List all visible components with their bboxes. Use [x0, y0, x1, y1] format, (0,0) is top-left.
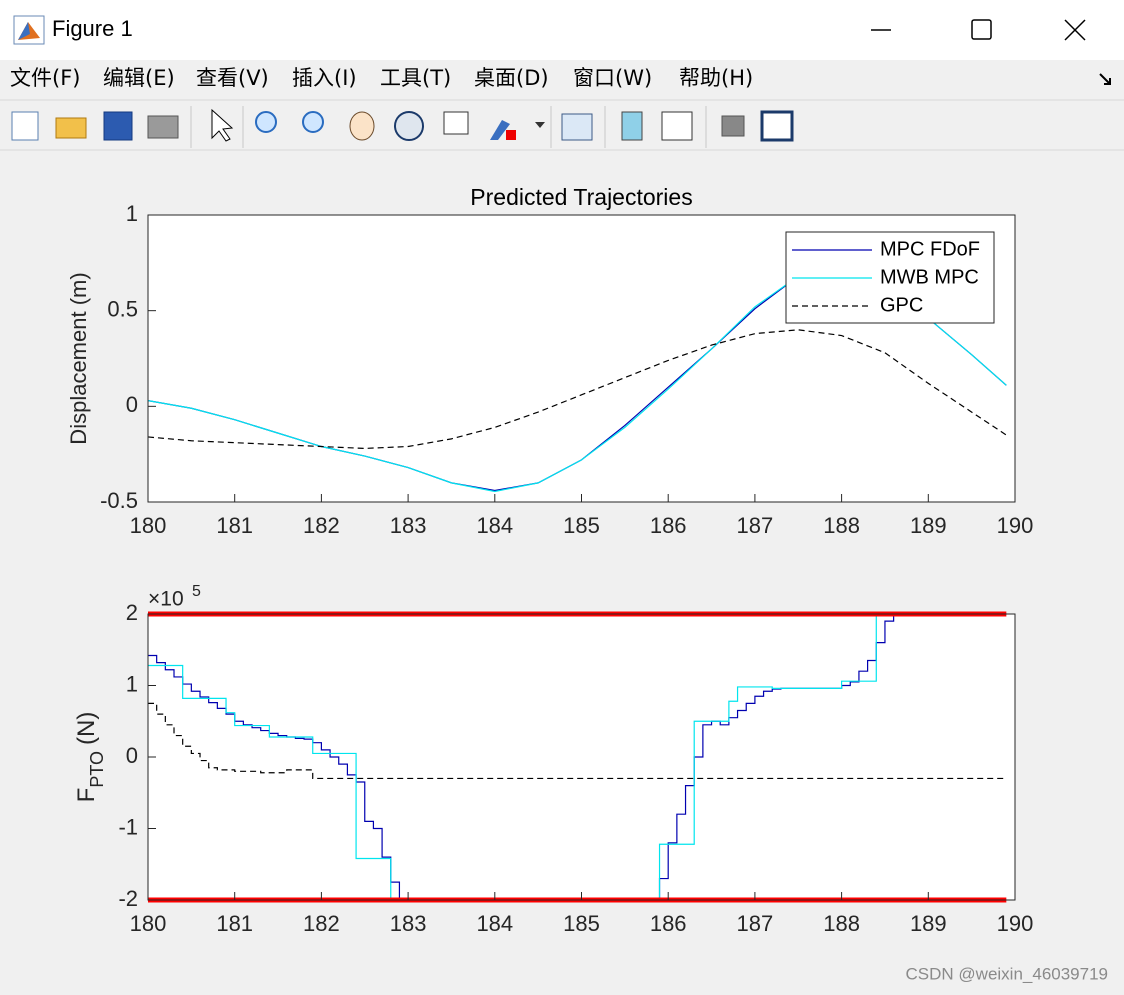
- menu-item[interactable]: 桌面(D): [474, 66, 549, 90]
- tool-show[interactable]: [760, 110, 794, 142]
- tool-colorbar[interactable]: [621, 111, 643, 141]
- legend-label: MWB MPC: [880, 266, 979, 288]
- window-title: Figure 1: [52, 16, 133, 41]
- x-tick-label: 181: [216, 911, 253, 936]
- tool-zoom-out[interactable]: [302, 111, 324, 133]
- menu-bar: 文件(F) 编辑(E) 查看(V) 插入(I) 工具(T) 桌面(D) 窗口(W) 帮助(H): [10, 66, 753, 90]
- legend-label: MPC FDoF: [880, 238, 980, 260]
- x-tick-label: 182: [303, 911, 340, 936]
- y-axis-label: Displacement (m): [66, 272, 91, 444]
- y-tick-label: 0.5: [107, 296, 138, 321]
- x-tick-label: 186: [650, 513, 687, 538]
- y-tick-label: 0: [126, 743, 138, 768]
- y-axis-label-part: F: [73, 788, 100, 803]
- menu-item[interactable]: 查看(V): [196, 66, 269, 90]
- menu-item[interactable]: 文件(F): [10, 66, 80, 90]
- series-line: [148, 702, 1007, 780]
- tool-rotate[interactable]: [394, 111, 424, 141]
- menu-item[interactable]: 插入(I): [292, 66, 357, 90]
- x-tick-label: 183: [390, 513, 427, 538]
- dock-arrow[interactable]: [1099, 73, 1111, 85]
- y-tick-label: 0: [126, 392, 138, 417]
- axes: 180 181 182 183 184 185 186 187 188 189 190 -2 -1 0 1 2…: [73, 583, 1033, 936]
- watermark: CSDN @weixin_46039719: [906, 964, 1108, 983]
- x-tick-label: 187: [737, 513, 774, 538]
- tool-zoom-in[interactable]: [255, 111, 277, 133]
- app-icon: [13, 15, 45, 45]
- y-tick-label: -2: [118, 886, 138, 911]
- x-tick-label: 185: [563, 513, 600, 538]
- x-tick-label: 185: [563, 911, 600, 936]
- x-tick-label: 190: [997, 911, 1034, 936]
- x-tick-label: 189: [910, 513, 947, 538]
- series-line: [148, 329, 1007, 450]
- x-tick-label: 190: [997, 513, 1034, 538]
- x-tick-label: 183: [390, 911, 427, 936]
- menu-item[interactable]: 窗口(W): [573, 66, 652, 90]
- maximize-button[interactable]: [971, 19, 992, 40]
- x-tick-label: 180: [130, 911, 167, 936]
- y-tick-label: 1: [126, 201, 138, 226]
- title-bar: [0, 0, 1124, 60]
- x-tick-label: 189: [910, 911, 947, 936]
- tool-hide[interactable]: [721, 115, 745, 137]
- menu-item[interactable]: 工具(T): [380, 66, 451, 90]
- close-button[interactable]: [1064, 19, 1086, 41]
- x-tick-label: 184: [476, 911, 513, 936]
- plot-area: [148, 614, 1015, 900]
- tool-pan[interactable]: [349, 111, 375, 141]
- x-tick-label: 186: [650, 911, 687, 936]
- x-tick-label: 188: [823, 513, 860, 538]
- x-tick-label: 182: [303, 513, 340, 538]
- tool-save[interactable]: [103, 111, 133, 141]
- x-tick-label: 184: [476, 513, 513, 538]
- y-tick-label: -1: [118, 814, 138, 839]
- menu-item[interactable]: 编辑(E): [103, 66, 175, 90]
- toolbar: [11, 106, 794, 148]
- axes: 180 181 182 183 184 185 186 187 188 189 190 -0.5 0 0.…: [66, 184, 1034, 538]
- tool-brush[interactable]: [490, 120, 510, 140]
- menu-item[interactable]: 帮助(H): [679, 66, 753, 90]
- tool-new[interactable]: [11, 111, 39, 141]
- tool-datatip[interactable]: [443, 111, 469, 135]
- y-axis-label-part: PTO: [87, 751, 107, 788]
- tool-open[interactable]: [55, 117, 87, 139]
- y-tick-label: -0.5: [100, 488, 138, 513]
- tool-link[interactable]: [561, 113, 593, 141]
- chart-title: Predicted Trajectories: [470, 184, 692, 210]
- x-tick-label: 188: [823, 911, 860, 936]
- y-axis-label-part: (N): [73, 712, 100, 745]
- dropdown[interactable]: [535, 122, 545, 128]
- tool-print[interactable]: [147, 115, 179, 139]
- tool-brush-color: [506, 130, 516, 140]
- tool-legend[interactable]: [661, 111, 693, 141]
- y-axis-label: FPTO (N): [73, 712, 106, 803]
- x-tick-label: 187: [737, 911, 774, 936]
- exponent-base: ×10: [148, 588, 184, 611]
- y-tick-label: 1: [126, 671, 138, 696]
- x-tick-label: 180: [130, 513, 167, 538]
- y-tick-label: 2: [126, 600, 138, 625]
- x-tick-label: 181: [216, 513, 253, 538]
- plots: 180 181 182 183 184 185 186 187 188 189 190 -0.5 0 0.…: [66, 184, 1034, 936]
- exponent: 5: [192, 583, 201, 600]
- tool-pointer[interactable]: [211, 108, 234, 142]
- legend: MPC FDoF MWB MPC GPC: [785, 231, 995, 324]
- legend-label: GPC: [880, 294, 923, 316]
